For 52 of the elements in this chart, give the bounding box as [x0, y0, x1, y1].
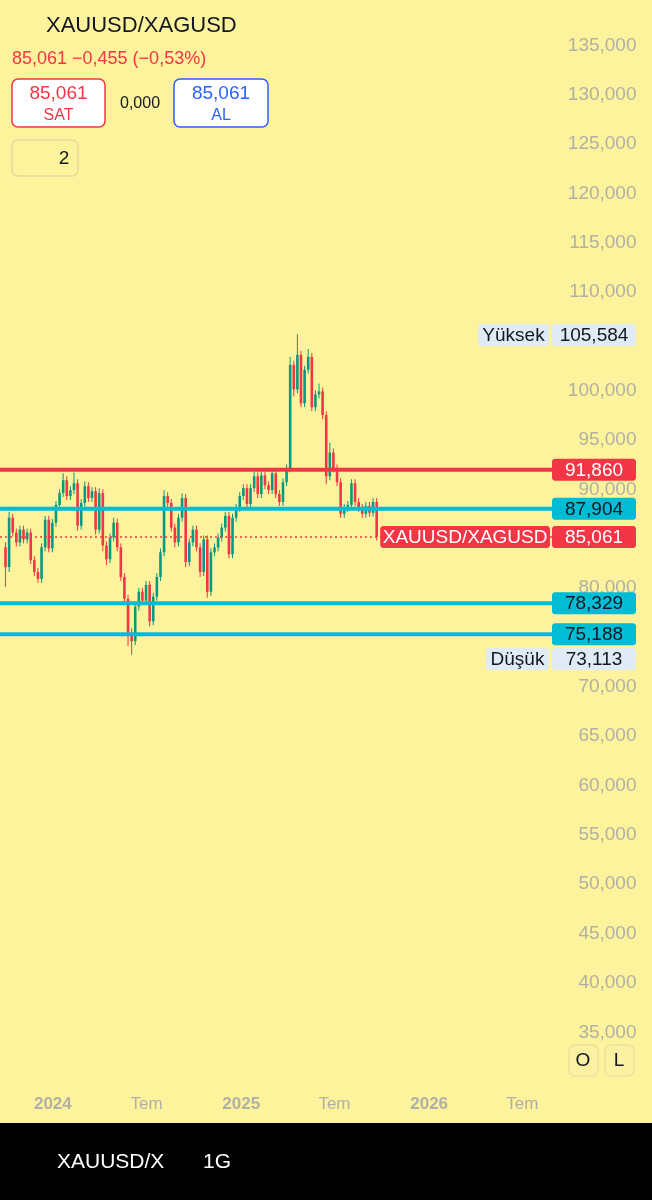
ref-line-label: 85,061	[564, 525, 624, 547]
annotation: 0,000	[119, 94, 161, 111]
y-tick-label: 110,000	[569, 280, 637, 302]
ref-line-label: 78,329	[564, 592, 624, 614]
y-tick-label: 130,000	[567, 82, 637, 104]
x-tick-label: 2024	[33, 1093, 73, 1113]
x-tick-label: 2026	[410, 1093, 449, 1113]
annotation: 2	[58, 147, 70, 168]
candlestick	[105, 540, 108, 566]
y-tick-label: 100,000	[567, 378, 637, 400]
candlestick	[87, 481, 90, 503]
x-tick-label: Tem	[506, 1093, 539, 1113]
candlestick	[224, 511, 227, 533]
text: L	[613, 1049, 625, 1070]
candlestick	[249, 483, 252, 509]
x-tick-label: Tem	[318, 1093, 351, 1113]
text: 1G	[203, 1149, 232, 1172]
candlestick	[306, 348, 310, 375]
ref-line-label: 91,860	[564, 458, 624, 480]
y-tick-label: 135,000	[567, 33, 637, 55]
annotation: 85,061	[191, 82, 251, 103]
y-tick-label: 70,000	[578, 675, 637, 697]
text: 73,113	[565, 648, 623, 669]
y-tick-label: 65,000	[578, 724, 637, 746]
candlestick	[350, 478, 353, 510]
chart-title: XAUUSD/XAGUSD	[46, 12, 237, 37]
text: XAUUSD/X	[57, 1149, 165, 1172]
chart-subtitle: 85,061 −0,455 (−0,53%)	[12, 48, 207, 68]
y-tick-label: 50,000	[578, 872, 637, 894]
text: 105,584	[559, 324, 629, 345]
annotation: Yüksek	[482, 324, 546, 345]
annotation: AL	[211, 106, 231, 123]
annotation: Düşük	[490, 648, 545, 669]
annotation: XAUUSD/XAGUSD	[382, 525, 548, 547]
y-tick-label: 60,000	[578, 773, 637, 795]
text: O	[575, 1049, 591, 1070]
y-tick-label: 35,000	[578, 1020, 637, 1042]
y-tick-label: 95,000	[578, 428, 637, 450]
y-tick-label: 40,000	[578, 971, 637, 993]
y-tick-label: 55,000	[578, 823, 637, 845]
x-tick-label: 2025	[222, 1093, 261, 1113]
y-tick-label: 125,000	[567, 132, 637, 154]
annotation: SAT	[43, 106, 74, 123]
y-tick-label: 115,000	[569, 230, 637, 252]
annotation: 85,061	[29, 82, 88, 103]
candlestick	[4, 541, 7, 588]
ref-line-label: 87,904	[564, 497, 624, 519]
y-tick-label: 120,000	[567, 181, 637, 203]
y-tick-label: 45,000	[578, 921, 637, 943]
x-tick-label: Tem	[130, 1093, 163, 1113]
ref-line-label: 75,188	[564, 623, 624, 645]
candlestick	[321, 386, 324, 420]
